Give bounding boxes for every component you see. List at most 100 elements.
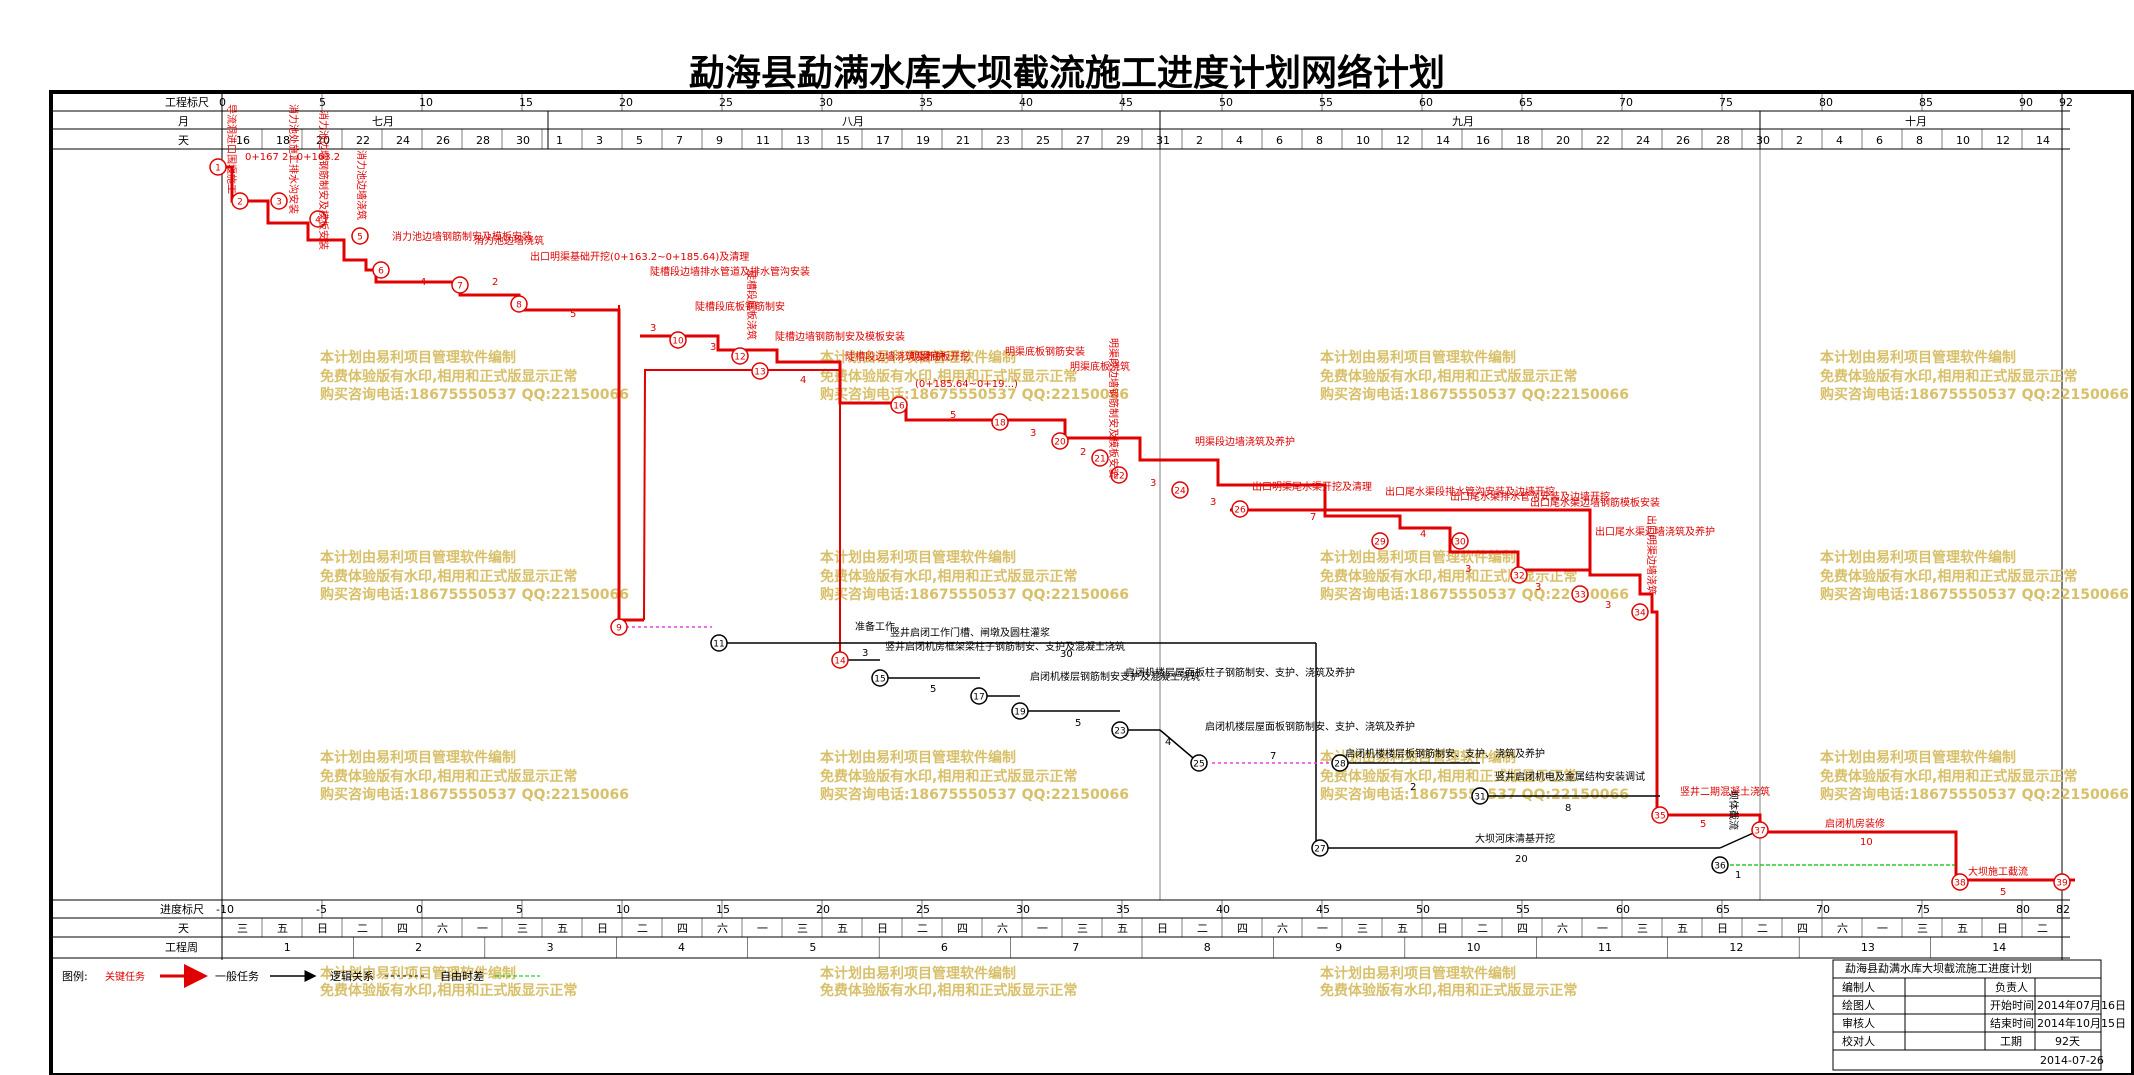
- svg-text:免费体验版有水印,相用和正式版显示正常: 免费体验版有水印,相用和正式版显示正常: [1320, 982, 1577, 999]
- svg-text:36: 36: [1714, 862, 1726, 872]
- weekday-tick-13: 一: [757, 922, 768, 935]
- legend-critical-label: 关键任务: [105, 970, 145, 983]
- svg-text:免费体验版有水印,相用和正式版显示正常: 免费体验版有水印,相用和正式版显示正常: [320, 368, 577, 385]
- task-dur-21: 4: [1420, 529, 1426, 540]
- svg-text:27: 27: [1314, 845, 1325, 855]
- svg-text:18: 18: [994, 419, 1006, 429]
- svg-text:3: 3: [276, 198, 282, 208]
- svg-text:8: 8: [516, 301, 522, 311]
- weekday-tick-10: 二: [637, 922, 648, 935]
- day-tick-5: 26: [436, 134, 450, 147]
- day-tick-43: 10: [1956, 134, 1970, 147]
- svg-text:免费体验版有水印,相用和正式版显示正常: 免费体验版有水印,相用和正式版显示正常: [320, 568, 577, 585]
- day-tick-44: 12: [1996, 134, 2010, 147]
- node-38: 38: [1951, 873, 1969, 891]
- progress-tick-19: 82: [2056, 903, 2070, 916]
- title-block: 勐海县勐满水库大坝截流施工进度计划 编制人 负责人 绘图人 开始时间 2014年…: [1832, 959, 2126, 1071]
- task-label-11: 陡槽段底板浇筑: [745, 270, 758, 340]
- task-label-13: 陡槽段边墙浇筑及养护: [845, 350, 945, 363]
- scale-tick-17: 85: [1919, 96, 1933, 109]
- weekday-tick-26: 六: [1277, 922, 1288, 935]
- task-label-2: 0+167 2~0+163.2: [245, 152, 340, 163]
- progress-tick-13: 55: [1516, 903, 1530, 916]
- task-dur-16: 3: [1030, 428, 1036, 439]
- node-37: 37: [1751, 821, 1769, 839]
- day-tick-6: 28: [476, 134, 490, 147]
- week-ticks: 1 2 3 4 5 6 7 8 9 10 11 12 13 14: [284, 937, 2063, 958]
- watermark-6: 本计划由易利项目管理软件编制免费体验版有水印,相用和正式版显示正常购买咨询电话:…: [820, 549, 1129, 603]
- scale-tick-1: 5: [319, 96, 326, 109]
- task-dur-9: 3: [650, 323, 656, 334]
- scale-tick-14: 70: [1619, 96, 1633, 109]
- task-label-27: 启闭机房装修: [1825, 817, 1885, 830]
- svg-text:免费体验版有水印,相用和正式版显示正常: 免费体验版有水印,相用和正式版显示正常: [1320, 768, 1577, 785]
- progress-tick-9: 35: [1116, 903, 1130, 916]
- watermark-4: 本计划由易利项目管理软件编制免费体验版有水印,相用和正式版显示正常购买咨询电话:…: [1820, 349, 2129, 403]
- task-dur-23: 3: [1535, 582, 1541, 593]
- task-label-6: 消力池边墙钢筋制安及模板安装: [392, 230, 532, 243]
- scale-tick-9: 45: [1119, 96, 1133, 109]
- progress-tick-12: 50: [1416, 903, 1430, 916]
- weekday-tick-8: 五: [557, 922, 568, 935]
- progress-tick-4: 10: [616, 903, 630, 916]
- weekday-tick-44: 日: [1997, 922, 2008, 935]
- weekday-tick-32: 四: [1517, 922, 1528, 935]
- task-label-18: 明渠段边墙钢筋制安及模板安装: [1107, 338, 1120, 478]
- weekday-tick-28: 三: [1357, 922, 1368, 935]
- tb-row2-k: 绘图人: [1842, 998, 1875, 1012]
- svg-text:免费体验版有水印,相用和正式版显示正常: 免费体验版有水印,相用和正式版显示正常: [820, 982, 1077, 999]
- task-label-n1: 准备工作: [855, 620, 895, 633]
- node-34: 34: [1631, 603, 1649, 621]
- progress-tick-8: 30: [1016, 903, 1030, 916]
- week-tick-9: 10: [1467, 941, 1481, 954]
- progress-tick-17: 75: [1916, 903, 1930, 916]
- day-tick-19: 23: [996, 134, 1010, 147]
- svg-text:免费体验版有水印,相用和正式版显示正常: 免费体验版有水印,相用和正式版显示正常: [320, 982, 577, 999]
- tb-row4-k: 校对人: [1842, 1034, 1875, 1048]
- task-dur-17: 2: [1080, 447, 1086, 458]
- task-dur-28: 5: [2000, 887, 2006, 898]
- day-tick-2: 20: [316, 134, 330, 147]
- week-tick-1: 2: [415, 941, 422, 954]
- day-tick-24: 2: [1196, 134, 1203, 147]
- legend-normal-label: 一般任务: [215, 970, 259, 983]
- week-tick-6: 7: [1072, 941, 1079, 954]
- node-15: 15: [871, 669, 889, 687]
- weekday-tick-37: 日: [1717, 922, 1728, 935]
- weekday-ticks: 三五日二四六一三五日二四六一三五日二四六一三五日二四六一三五日二四六一三五日二四…: [237, 918, 2063, 937]
- tb-row1-k: 编制人: [1842, 980, 1875, 994]
- day-tick-14: 13: [796, 134, 810, 147]
- month-august: 八月: [842, 115, 864, 128]
- day-tick-21: 27: [1076, 134, 1090, 147]
- day-tick-4: 24: [396, 134, 410, 147]
- node-22: 22: [1110, 466, 1128, 484]
- svg-text:31: 31: [1474, 793, 1485, 803]
- legend-logic-label: 逻辑关系: [330, 969, 374, 983]
- day-tick-7: 30: [516, 134, 530, 147]
- svg-text:免费体验版有水印,相用和正式版显示正常: 免费体验版有水印,相用和正式版显示正常: [820, 568, 1077, 585]
- svg-text:免费体验版有水印,相用和正式版显示正常: 免费体验版有水印,相用和正式版显示正常: [320, 768, 577, 785]
- watermark-10: 本计划由易利项目管理软件编制免费体验版有水印,相用和正式版显示正常购买咨询电话:…: [820, 749, 1129, 803]
- day-tick-22: 29: [1116, 134, 1130, 147]
- svg-text:17: 17: [973, 693, 984, 703]
- day-tick-41: 6: [1876, 134, 1883, 147]
- progress-tick-18: 80: [2016, 903, 2030, 916]
- svg-text:7: 7: [457, 282, 463, 292]
- day-tick-25: 4: [1236, 134, 1243, 147]
- svg-text:本计划由易利项目管理软件编制: 本计划由易利项目管理软件编制: [1820, 349, 2016, 366]
- svg-text:本计划由易利项目管理软件编制: 本计划由易利项目管理软件编制: [1320, 965, 1516, 982]
- critical-line-lower: [1230, 508, 2075, 882]
- weekday-tick-16: 日: [877, 922, 888, 935]
- node-27: 27: [1311, 839, 1329, 857]
- tb-date: 2014-07-26: [2040, 1054, 2104, 1067]
- svg-text:28: 28: [1334, 760, 1346, 770]
- weekday-tick-43: 五: [1957, 922, 1968, 935]
- node-3: 3: [270, 192, 288, 210]
- task-dur-n7: 2: [1410, 782, 1416, 793]
- task-label-12: 陡槽边墙钢筋制安及模板安装: [775, 330, 905, 343]
- week-tick-10: 11: [1598, 941, 1612, 954]
- scale-ticks: 0 5 10 15 20 25 30 35 40 45 50 55 60 65 70 75 80 85 90 92: [219, 92, 2073, 111]
- node-32: 32: [1510, 566, 1528, 584]
- scale-tick-6: 30: [819, 96, 833, 109]
